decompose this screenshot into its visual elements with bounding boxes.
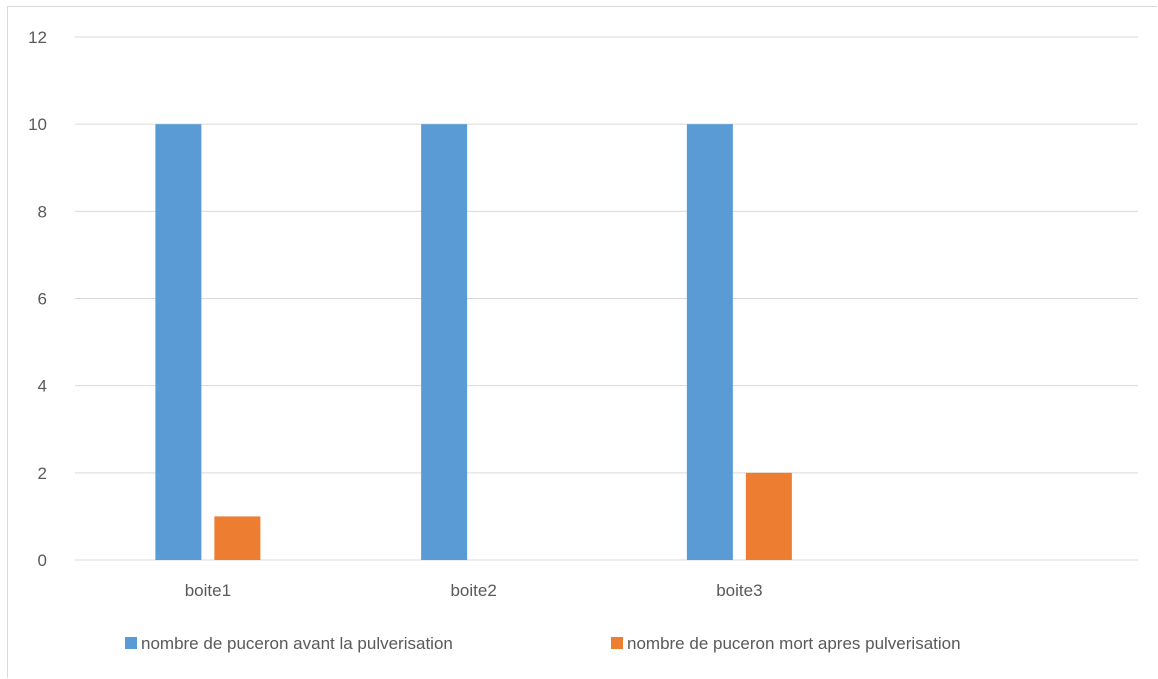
- y-tick-label: 0: [38, 551, 47, 570]
- y-tick-label: 4: [38, 377, 47, 396]
- y-tick-label: 8: [38, 202, 47, 221]
- legend: nombre de puceron avant la pulverisation…: [125, 634, 961, 653]
- bar-boite1-series1: [214, 516, 261, 560]
- legend-swatch-0: [125, 637, 137, 649]
- y-tick-label: 12: [28, 28, 47, 47]
- bar-boite2-series0: [421, 124, 468, 561]
- gridlines: [75, 36, 1138, 561]
- y-tick-label: 10: [28, 115, 47, 134]
- bars: [155, 124, 792, 561]
- y-tick-label: 6: [38, 290, 47, 309]
- y-axis-ticks: 0 2 4 6 8 10 12: [28, 28, 47, 570]
- y-tick-label: 2: [38, 464, 47, 483]
- legend-swatch-1: [611, 637, 623, 649]
- x-tick-label: boite2: [450, 581, 496, 600]
- bar-boite3-series0: [686, 124, 733, 561]
- legend-label-0: nombre de puceron avant la pulverisation: [141, 634, 453, 653]
- bar-boite3-series1: [745, 472, 792, 560]
- x-tick-label: boite3: [716, 581, 762, 600]
- bar-boite1-series0: [155, 124, 202, 561]
- x-tick-label: boite1: [185, 581, 231, 600]
- x-axis-ticks: boite1 boite2 boite3: [185, 581, 763, 600]
- legend-label-1: nombre de puceron mort apres pulverisati…: [627, 634, 961, 653]
